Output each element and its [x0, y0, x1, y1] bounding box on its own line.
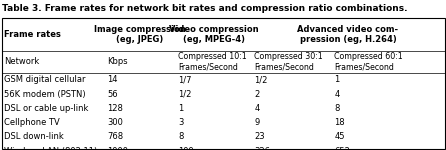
Text: 3: 3	[178, 118, 184, 127]
Text: 45: 45	[334, 132, 345, 141]
Text: 109: 109	[178, 147, 194, 150]
Text: 652: 652	[334, 147, 351, 150]
Text: 300: 300	[107, 118, 123, 127]
Text: 1: 1	[178, 104, 184, 113]
Text: 1/7: 1/7	[178, 75, 192, 84]
Text: 8: 8	[178, 132, 184, 141]
Text: 14: 14	[107, 75, 118, 84]
Text: 8: 8	[334, 104, 340, 113]
Text: 18: 18	[334, 118, 345, 127]
Text: Compressed 10:1
Frames/Second: Compressed 10:1 Frames/Second	[178, 52, 247, 72]
Text: GSM digital cellular: GSM digital cellular	[4, 75, 86, 84]
Text: DSL down-link: DSL down-link	[4, 132, 64, 141]
Text: Network: Network	[4, 57, 40, 66]
Text: 1/2: 1/2	[254, 75, 268, 84]
Text: 1/2: 1/2	[178, 90, 192, 99]
Text: Wireless LAN (802.11): Wireless LAN (802.11)	[4, 147, 98, 150]
Text: 128: 128	[107, 104, 123, 113]
Text: Cellphone TV: Cellphone TV	[4, 118, 60, 127]
Text: 2: 2	[254, 90, 260, 99]
Text: Advanced video com-
pression (eg, H.264): Advanced video com- pression (eg, H.264)	[297, 25, 398, 44]
Text: 9: 9	[254, 118, 260, 127]
Text: Image compression
(eg, JPEG): Image compression (eg, JPEG)	[94, 25, 186, 44]
Text: 4: 4	[254, 104, 260, 113]
Text: 4: 4	[334, 90, 340, 99]
Text: Compressed 30:1
Frames/Second: Compressed 30:1 Frames/Second	[254, 52, 323, 72]
Text: Kbps: Kbps	[107, 57, 128, 66]
Text: 56: 56	[107, 90, 118, 99]
Text: 768: 768	[107, 132, 123, 141]
Text: Video compression
(eg, MPEG-4): Video compression (eg, MPEG-4)	[169, 25, 258, 44]
Text: 56K modem (PSTN): 56K modem (PSTN)	[4, 90, 86, 99]
Text: 1: 1	[334, 75, 340, 84]
Text: 1000: 1000	[107, 147, 128, 150]
Text: Table 3. Frame rates for network bit rates and compression ratio combinations.: Table 3. Frame rates for network bit rat…	[2, 4, 408, 13]
Text: 23: 23	[254, 132, 265, 141]
Text: Frame rates: Frame rates	[4, 30, 62, 39]
Text: 326: 326	[254, 147, 270, 150]
Text: Compressed 60:1
Frames/Second: Compressed 60:1 Frames/Second	[334, 52, 403, 72]
Text: DSL or cable up-link: DSL or cable up-link	[4, 104, 89, 113]
